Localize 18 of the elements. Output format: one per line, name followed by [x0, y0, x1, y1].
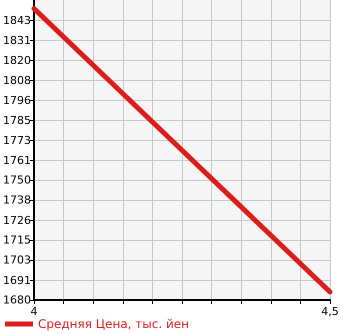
- y-tick-label: 1750: [2, 174, 31, 187]
- y-tick-label: 1773: [2, 134, 31, 147]
- y-tick-label: 1820: [2, 54, 31, 67]
- y-tick-label: 1808: [2, 74, 31, 87]
- x-tick-label: 4: [30, 305, 38, 318]
- y-tick-label: 1691: [2, 274, 31, 287]
- y-tick-label: 1785: [2, 114, 31, 127]
- y-tick-label: 1843: [2, 14, 31, 28]
- y-tick-label: 1726: [2, 214, 31, 227]
- legend-label: Средняя Цена, тыс. йен: [38, 317, 190, 331]
- y-tick-label: 1738: [2, 194, 31, 207]
- y-tick-label: 1761: [2, 154, 31, 167]
- y-tick-label: 1831: [2, 34, 31, 48]
- y-tick-label: 1796: [2, 94, 31, 107]
- y-tick-label: 1680: [2, 294, 31, 306]
- y-tick-label: 1715: [2, 234, 31, 247]
- x-tick-label: 4,5: [321, 305, 339, 318]
- y-tick-label: 1703: [2, 254, 31, 267]
